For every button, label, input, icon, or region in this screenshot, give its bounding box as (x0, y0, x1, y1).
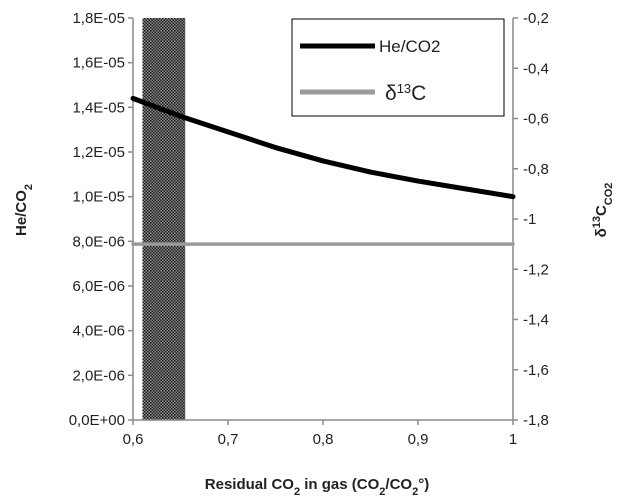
y2-tick-label: -0,8 (523, 161, 549, 178)
series-layer (130, 95, 516, 246)
y2-tick-label: -1 (523, 211, 536, 228)
x-tick-label: 0,9 (408, 431, 429, 448)
legend-box (291, 18, 505, 117)
y-tick-label: 4,0E-06 (72, 323, 125, 340)
y-tick-label: 1,0E-05 (72, 189, 125, 206)
x-tick-label: 1 (509, 431, 517, 448)
x-axis-label: Residual CO2 in gas (CO2/CO2°) (205, 476, 429, 498)
y-tick-label: 2,0E-06 (72, 367, 125, 384)
axes (128, 17, 518, 425)
legend-label-delta13c: δ13C (385, 81, 426, 106)
y2-tick-label: -1,8 (523, 412, 549, 429)
legend: He/CO2 δ13C (291, 18, 505, 117)
series-line-he-co2 (130, 95, 516, 200)
x-tick-label: 0,8 (313, 431, 334, 448)
y2-tick-label: -0,6 (523, 111, 549, 128)
y-tick-label: 0,0E+00 (69, 412, 125, 429)
y2-tick-label: -1,4 (523, 312, 549, 329)
y2-tick-label: -0,2 (523, 10, 549, 27)
y-tick-label: 1,4E-05 (72, 99, 125, 116)
x-tick-label: 0,6 (123, 431, 144, 448)
y2-axis-label: δ13CCO2 (591, 183, 615, 238)
y2-tick-label: -1,6 (523, 362, 549, 379)
y-tick-label: 8,0E-06 (72, 233, 125, 250)
tick-labels: 0,0E+00 2,0E-06 4,0E-06 6,0E-06 8,0E-06 1,0E-… (69, 10, 549, 448)
y2-tick-label: -1,2 (523, 261, 549, 278)
shaded-band (142, 18, 186, 420)
y-tick-label: 1,2E-05 (72, 144, 125, 161)
y-tick-label: 1,8E-05 (72, 10, 125, 27)
x-tick-label: 0,7 (218, 431, 239, 448)
legend-label-he-co2: He/CO2 (379, 37, 440, 56)
y-tick-label: 6,0E-06 (72, 278, 125, 295)
y-tick-label: 1,6E-05 (72, 55, 125, 72)
y2-tick-label: -0,4 (523, 60, 549, 77)
y-axis-label: He/CO2 (13, 184, 35, 236)
shaded-band-layer (142, 18, 186, 420)
